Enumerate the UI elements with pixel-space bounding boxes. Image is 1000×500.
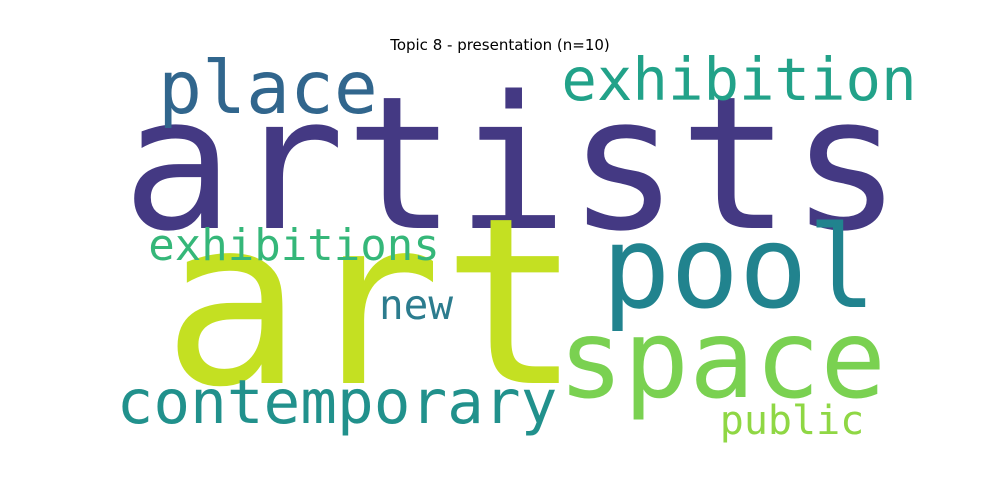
word-exhibition: exhibition	[561, 45, 916, 114]
word-new: new	[379, 281, 453, 329]
word-exhibitions: exhibitions	[148, 220, 439, 271]
page-title: Topic 8 - presentation (n=10)	[390, 36, 610, 54]
word-pool: pool	[602, 201, 877, 334]
word-space: space	[558, 296, 886, 423]
word-contemporary: contemporary	[117, 367, 558, 438]
word-public: public	[720, 398, 865, 444]
word-art: art	[162, 168, 581, 438]
word-artists: artists	[122, 56, 902, 272]
word-place: place	[158, 46, 378, 131]
